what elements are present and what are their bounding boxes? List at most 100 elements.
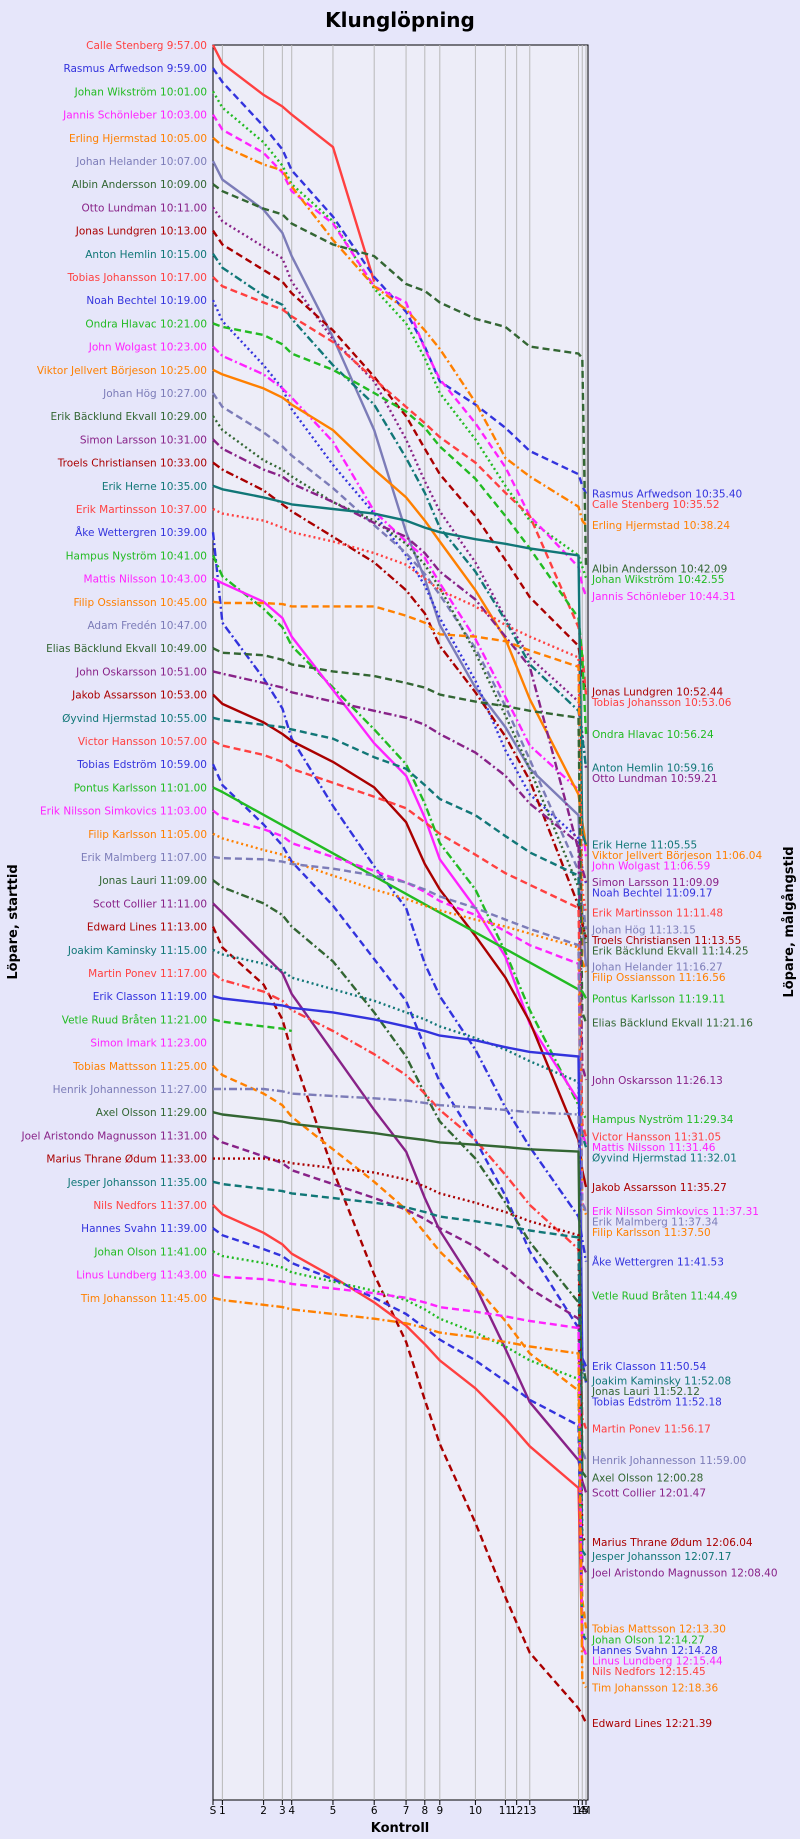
finish-label: Otto Lundman 10:59.21 bbox=[592, 773, 718, 785]
start-label: Erik Bäcklund Ekvall 10:29.00 bbox=[50, 411, 207, 423]
start-label: Åke Wettergren 10:39.00 bbox=[75, 526, 207, 539]
series-line bbox=[212, 670, 588, 1081]
series-line bbox=[212, 67, 588, 495]
series-line bbox=[212, 461, 588, 938]
start-label: Scott Collier 11:11.00 bbox=[93, 898, 207, 910]
series-line bbox=[211, 532, 588, 1262]
start-label: Johan Wikström 10:01.00 bbox=[74, 86, 207, 98]
finish-label: Tobias Mattsson 12:13.30 bbox=[591, 1623, 726, 1635]
finish-label: Johan Hög 11:13.15 bbox=[591, 925, 696, 937]
series-line bbox=[212, 183, 588, 569]
finish-label: Edward Lines 12:21.39 bbox=[592, 1718, 712, 1730]
series-line bbox=[212, 229, 588, 692]
start-label: Noah Bechtel 10:19.00 bbox=[86, 295, 207, 307]
series-line bbox=[212, 739, 588, 1137]
start-label: Martin Ponev 11:17.00 bbox=[88, 968, 207, 980]
series-line bbox=[212, 693, 588, 1188]
start-label: Erik Herne 10:35.00 bbox=[102, 481, 207, 493]
start-label: Hampus Nyström 10:41.00 bbox=[66, 550, 207, 562]
finish-label: Pontus Karlsson 11:19.11 bbox=[592, 993, 725, 1005]
start-label: Jesper Johansson 11:35.00 bbox=[67, 1177, 207, 1189]
x-tick-label: 11 bbox=[499, 1805, 512, 1817]
start-label: Victor Hansson 10:57.00 bbox=[78, 736, 207, 748]
x-tick-label: 8 bbox=[421, 1805, 428, 1817]
start-label: Tobias Edström 10:59.00 bbox=[76, 759, 207, 771]
start-label: Edward Lines 11:13.00 bbox=[87, 922, 207, 934]
start-label: Erik Nilsson Simkovics 11:03.00 bbox=[40, 806, 207, 818]
start-label: Axel Olsson 11:29.00 bbox=[96, 1107, 207, 1119]
finish-label: Erik Classon 11:50.54 bbox=[592, 1361, 707, 1373]
x-tick-label: 3 bbox=[279, 1805, 286, 1817]
series-line bbox=[212, 136, 587, 526]
start-label: Jannis Schönleber 10:03.00 bbox=[62, 110, 207, 122]
series-line bbox=[212, 1227, 587, 1641]
series-line bbox=[211, 113, 588, 597]
series-line bbox=[212, 1064, 588, 1629]
finish-label: Calle Stenberg 10:35.52 bbox=[592, 499, 720, 511]
series-line bbox=[212, 392, 588, 930]
series-line bbox=[212, 995, 588, 1367]
finish-label: Jesper Johansson 12:07.17 bbox=[591, 1551, 731, 1563]
start-label: Otto Lundman 10:11.00 bbox=[81, 202, 207, 214]
series-line bbox=[212, 484, 588, 845]
start-label: Mattis Nilsson 10:43.00 bbox=[84, 574, 207, 586]
finish-label: Tobias Johansson 10:53.06 bbox=[591, 697, 732, 709]
start-label: Henrik Johannesson 11:27.00 bbox=[53, 1084, 207, 1096]
series-line bbox=[211, 554, 588, 1120]
series-line bbox=[211, 44, 376, 282]
finish-label: Jonas Lundgren 10:52.44 bbox=[591, 686, 724, 698]
finish-label: Erik Martinsson 11:11.48 bbox=[592, 908, 723, 920]
finish-label: John Wolgast 11:06.59 bbox=[591, 860, 710, 872]
series-line bbox=[212, 415, 588, 944]
finish-label: Erik Nilsson Simkovics 11:37.31 bbox=[592, 1206, 759, 1218]
series-line bbox=[212, 345, 588, 857]
series-line bbox=[212, 1111, 587, 1478]
series-line bbox=[212, 276, 588, 696]
series-lines bbox=[211, 44, 588, 1724]
finish-label: Tobias Edström 11:52.18 bbox=[591, 1397, 722, 1409]
finish-label: Victor Hansson 11:31.05 bbox=[592, 1131, 721, 1143]
series-line bbox=[212, 322, 588, 735]
start-label: Simon Imark 11:23.00 bbox=[90, 1038, 207, 1050]
start-label: Troels Christiansen 10:33.00 bbox=[57, 458, 207, 470]
start-label: Linus Lundberg 11:43.00 bbox=[76, 1270, 207, 1282]
start-label: Tobias Mattsson 11:25.00 bbox=[72, 1061, 207, 1073]
finish-label: Johan Olson 12:14.27 bbox=[591, 1634, 705, 1646]
start-label: Erik Classon 11:19.00 bbox=[93, 991, 207, 1003]
start-label: Øyvind Hjermstad 10:55.00 bbox=[62, 713, 207, 725]
series-line bbox=[212, 902, 588, 1493]
series-line bbox=[211, 160, 588, 967]
start-labels: Calle Stenberg 9:57.00 Rasmus Arfwedson 9… bbox=[20, 40, 207, 1305]
chart-title: Klunglöpning bbox=[325, 8, 475, 32]
series-line bbox=[212, 1180, 587, 1557]
start-label: Elias Bäcklund Ekvall 10:49.00 bbox=[46, 643, 207, 655]
x-tick-label: 12 bbox=[510, 1805, 523, 1817]
x-tick-label: 13 bbox=[523, 1805, 536, 1817]
finish-label: Jannis Schönleber 10:44.31 bbox=[591, 591, 736, 603]
finish-label: Johan Wikström 10:42.55 bbox=[591, 574, 724, 586]
start-label: Tim Johansson 11:45.00 bbox=[80, 1293, 207, 1305]
series-line bbox=[212, 1296, 588, 1689]
start-label: Ondra Hlavac 10:21.00 bbox=[85, 318, 207, 330]
start-label: Simon Larsson 10:31.00 bbox=[80, 434, 207, 446]
finish-label: Mattis Nilsson 11:31.46 bbox=[592, 1142, 716, 1154]
finish-label: Linus Lundberg 12:15.44 bbox=[592, 1655, 723, 1667]
x-tick-label: 7 bbox=[403, 1805, 410, 1817]
start-label: Jakob Assarsson 10:53.00 bbox=[71, 690, 207, 702]
start-label: Filip Ossiansson 10:45.00 bbox=[73, 597, 207, 609]
start-label: Pontus Karlsson 11:01.00 bbox=[74, 782, 207, 794]
start-label: Joakim Kaminsky 11:15.00 bbox=[67, 945, 207, 957]
start-label: Marius Thrane Ødum 11:33.00 bbox=[46, 1154, 207, 1166]
finish-label: Simon Larsson 11:09.09 bbox=[592, 877, 719, 889]
y-axis-title-right: Löpare, målgångstid bbox=[782, 846, 797, 997]
finish-label: Vetle Ruud Bråten 11:44.49 bbox=[592, 1290, 737, 1303]
start-label: Erik Martinsson 10:37.00 bbox=[76, 504, 207, 516]
x-tick-label: 14 bbox=[572, 1805, 586, 1817]
finish-label: Albin Andersson 10:42.09 bbox=[592, 564, 727, 576]
series-line bbox=[211, 763, 588, 1383]
start-label: Adam Fredén 10:47.00 bbox=[87, 620, 207, 632]
series-line bbox=[212, 786, 588, 999]
start-label: Filip Karlsson 11:05.00 bbox=[88, 829, 207, 841]
